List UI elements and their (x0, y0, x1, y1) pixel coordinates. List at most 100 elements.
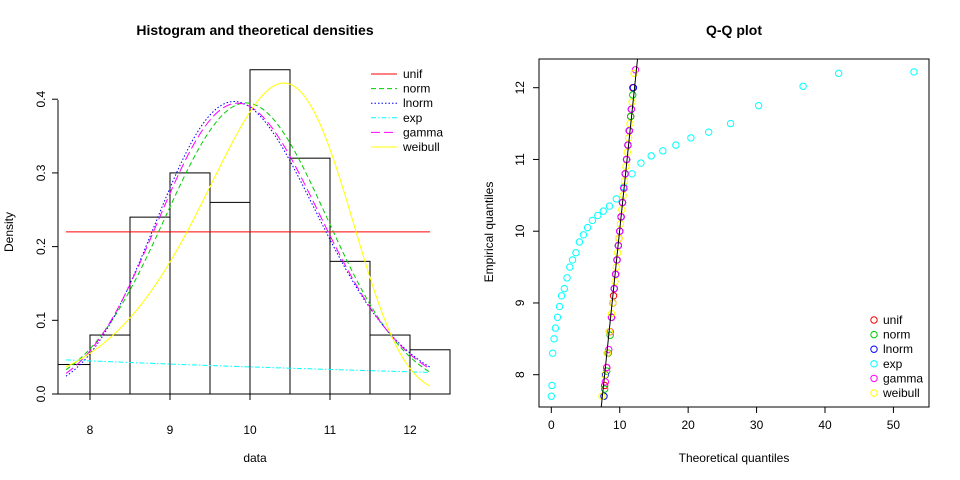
qq-point-gamma (631, 66, 640, 74)
histogram-x-tick-label: 12 (403, 423, 417, 437)
legend-label-weibull: weibull (402, 140, 440, 154)
qq-point-exp (548, 381, 556, 390)
qq-point-exp (575, 238, 584, 246)
qq-legend-key-gamma (870, 374, 878, 383)
qq-x-ticks: 0 10 20 30 40 50 (548, 407, 900, 432)
qq-panel: Q-Q plot Theoretical quantiles Empirical… (482, 22, 930, 465)
legend-label-lnorm: lnorm (403, 96, 433, 110)
qq-legend-key-weibull (870, 389, 878, 397)
qq-point-exp (704, 128, 713, 136)
legend-label-unif: unif (403, 67, 423, 81)
qq-title: Q-Q plot (706, 22, 762, 38)
qq-point-exp (834, 69, 843, 78)
qq-point-exp (910, 68, 918, 76)
qq-point-exp (612, 195, 621, 203)
density-curve-weibull (65, 82, 431, 387)
histogram-panel: Histogram and theoretical densities data… (2, 22, 451, 465)
histogram-x-ticks: 8 9 10 11 12 (87, 394, 417, 437)
qq-point-exp (572, 249, 580, 257)
qq-point-exp (672, 141, 680, 149)
histogram-x-tick-label: 8 (87, 423, 94, 437)
histogram-y-tick-label: 0.0 (34, 385, 48, 402)
qq-point-gamma (627, 105, 636, 113)
density-curves (65, 82, 431, 387)
qq-x-tick-label: 40 (818, 418, 832, 432)
legend-label-norm: norm (403, 82, 430, 96)
qq-point-norm (603, 367, 611, 375)
qq-y-tick-label: 12 (513, 81, 527, 95)
histogram-title: Histogram and theoretical densities (136, 22, 373, 38)
qq-point-exp (568, 256, 577, 264)
histogram-x-tick-label: 9 (167, 423, 174, 437)
qq-point-exp (560, 284, 569, 293)
qq-point-exp (659, 147, 667, 155)
qq-legend-key-lnorm (870, 345, 878, 353)
qq-point-exp (547, 392, 556, 400)
qq-y-axis-label: Empirical quantiles (482, 182, 496, 283)
qq-point-exp (594, 211, 602, 220)
qq-point-exp (551, 324, 560, 332)
qq-x-tick-label: 30 (750, 418, 764, 432)
qq-point-lnorm (629, 84, 638, 92)
qq-legend-key-unif (870, 316, 878, 324)
qq-point-exp (687, 134, 695, 142)
qq-legend-key-norm (870, 330, 878, 339)
qq-y-tick-label: 10 (513, 224, 527, 238)
qq-point-exp (557, 292, 566, 300)
qq-point-exp (637, 159, 645, 167)
qq-point-exp (583, 223, 592, 232)
histogram-x-tick-label: 10 (243, 423, 257, 437)
qq-legend-label-lnorm: lnorm (883, 342, 913, 356)
qq-point-exp (566, 263, 574, 271)
qq-point-exp (799, 82, 807, 90)
qq-point-exp (754, 101, 763, 110)
qq-point-exp (605, 202, 614, 210)
qq-point-exp (548, 349, 557, 357)
qq-y-tick-label: 11 (513, 153, 527, 166)
qq-point-exp (647, 152, 655, 160)
qq-point-exp (599, 207, 608, 215)
histogram-y-tick-label: 0.4 (34, 91, 48, 108)
qq-point-exp (726, 119, 735, 128)
qq-x-tick-label: 10 (613, 418, 627, 432)
qq-point-gamma (605, 345, 613, 354)
qq-point-weibull (628, 98, 636, 106)
qq-point-exp (579, 231, 588, 239)
qq-point-exp (588, 216, 597, 225)
qq-point-norm (626, 112, 635, 121)
histogram-x-tick-label: 11 (324, 423, 337, 437)
density-curve-exp (65, 359, 431, 373)
qq-legend-key-exp (870, 360, 878, 368)
legend-label-exp: exp (403, 111, 423, 125)
density-curve-gamma (65, 102, 431, 374)
legend-label-gamma: gamma (403, 125, 443, 139)
histogram-y-tick-label: 0.2 (34, 238, 48, 255)
histogram-y-tick-label: 0.3 (34, 164, 48, 181)
qq-points (547, 66, 918, 400)
histogram-y-tick-label: 0.1 (34, 312, 48, 329)
qq-legend-label-weibull: weibull (882, 386, 920, 400)
qq-point-norm (606, 331, 614, 339)
qq-reference-line (600, 58, 639, 408)
qq-legend-label-unif: unif (883, 313, 903, 327)
qq-point-lnorm (600, 392, 608, 400)
qq-plot-frame (538, 58, 930, 408)
qq-y-ticks: 8 9 10 11 12 (513, 81, 539, 378)
qq-point-norm (600, 385, 609, 393)
qq-x-axis-label: Theoretical quantiles (679, 451, 790, 465)
qq-point-exp (550, 335, 558, 343)
qq-point-exp (555, 302, 564, 311)
qq-point-gamma (607, 313, 616, 322)
qq-x-tick-label: 20 (681, 418, 695, 432)
density-curve-norm (65, 102, 431, 373)
histogram-y-axis-label: Density (2, 212, 16, 252)
qq-legend-label-norm: norm (883, 328, 910, 342)
histogram-y-ticks: 0.0 0.1 0.2 0.3 0.4 (34, 91, 58, 402)
qq-point-exp (553, 313, 562, 322)
qq-point-unif (600, 381, 609, 390)
qq-x-tick-label: 0 (548, 418, 555, 432)
qq-legend-label-gamma: gamma (883, 371, 923, 385)
